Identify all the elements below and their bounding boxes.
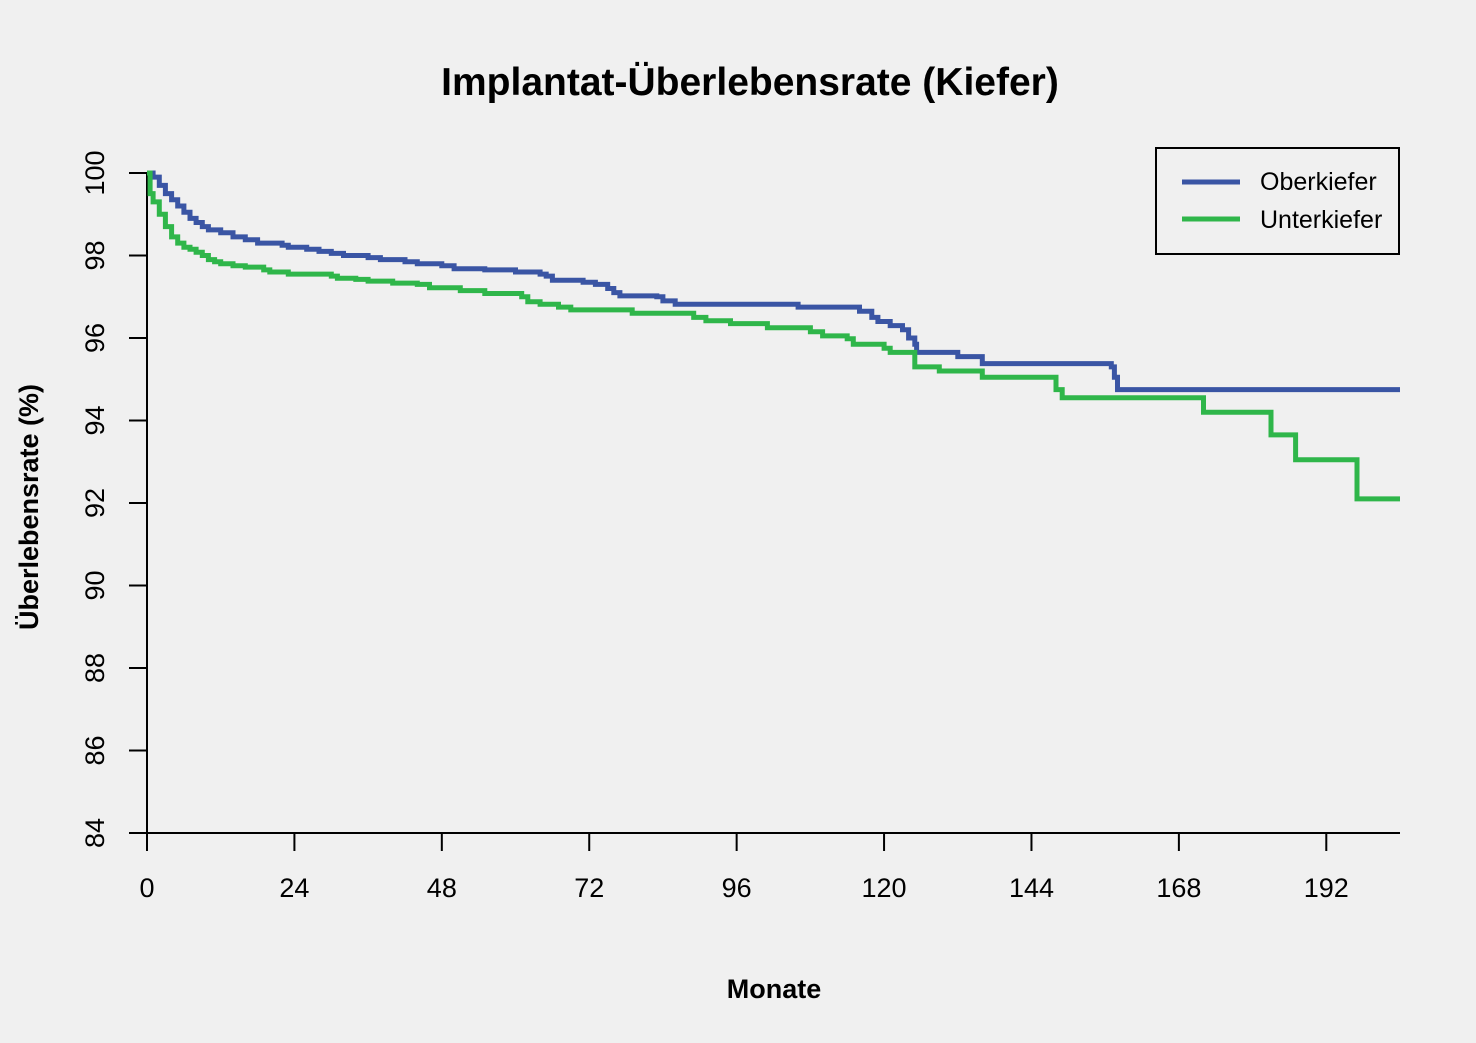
legend: Oberkiefer Unterkiefer: [1155, 147, 1400, 255]
y-axis-label: Überlebensrate (%): [14, 384, 44, 630]
y-tick-label: 86: [80, 735, 110, 765]
legend-label-unterkiefer: Unterkiefer: [1260, 206, 1382, 234]
y-tick-label: 96: [80, 323, 110, 353]
x-axis: 0 24 48 72 96 120 144 168 192: [139, 832, 1400, 903]
y-tick-label: 98: [80, 240, 110, 270]
series-line-oberkiefer: [147, 170, 1400, 393]
y-tick-label: 90: [80, 570, 110, 600]
legend-label-oberkiefer: Oberkiefer: [1260, 168, 1377, 196]
x-tick-label: 120: [862, 873, 907, 903]
x-tick-label: 0: [139, 873, 154, 903]
y-tick-label: 100: [80, 150, 110, 195]
y-tick-label: 92: [80, 488, 110, 518]
x-axis-label: Monate: [727, 974, 822, 1004]
y-tick-label: 84: [80, 818, 110, 848]
x-tick-label: 72: [574, 873, 604, 903]
x-tick-label: 192: [1304, 873, 1349, 903]
legend-box: [1155, 147, 1400, 255]
series-line-unterkiefer: [147, 170, 1400, 502]
x-tick-label: 48: [427, 873, 457, 903]
x-tick-label: 144: [1009, 873, 1054, 903]
x-tick-label: 24: [279, 873, 309, 903]
x-tick-label: 96: [722, 873, 752, 903]
y-tick-label: 88: [80, 653, 110, 683]
chart-title: Implantat-Überlebensrate (Kiefer): [441, 61, 1059, 104]
x-tick-label: 168: [1156, 873, 1201, 903]
y-axis: 84 86 88 90 92 94 96 98 100: [80, 150, 148, 848]
series-layer: [147, 170, 1400, 502]
y-tick-label: 94: [80, 405, 110, 435]
